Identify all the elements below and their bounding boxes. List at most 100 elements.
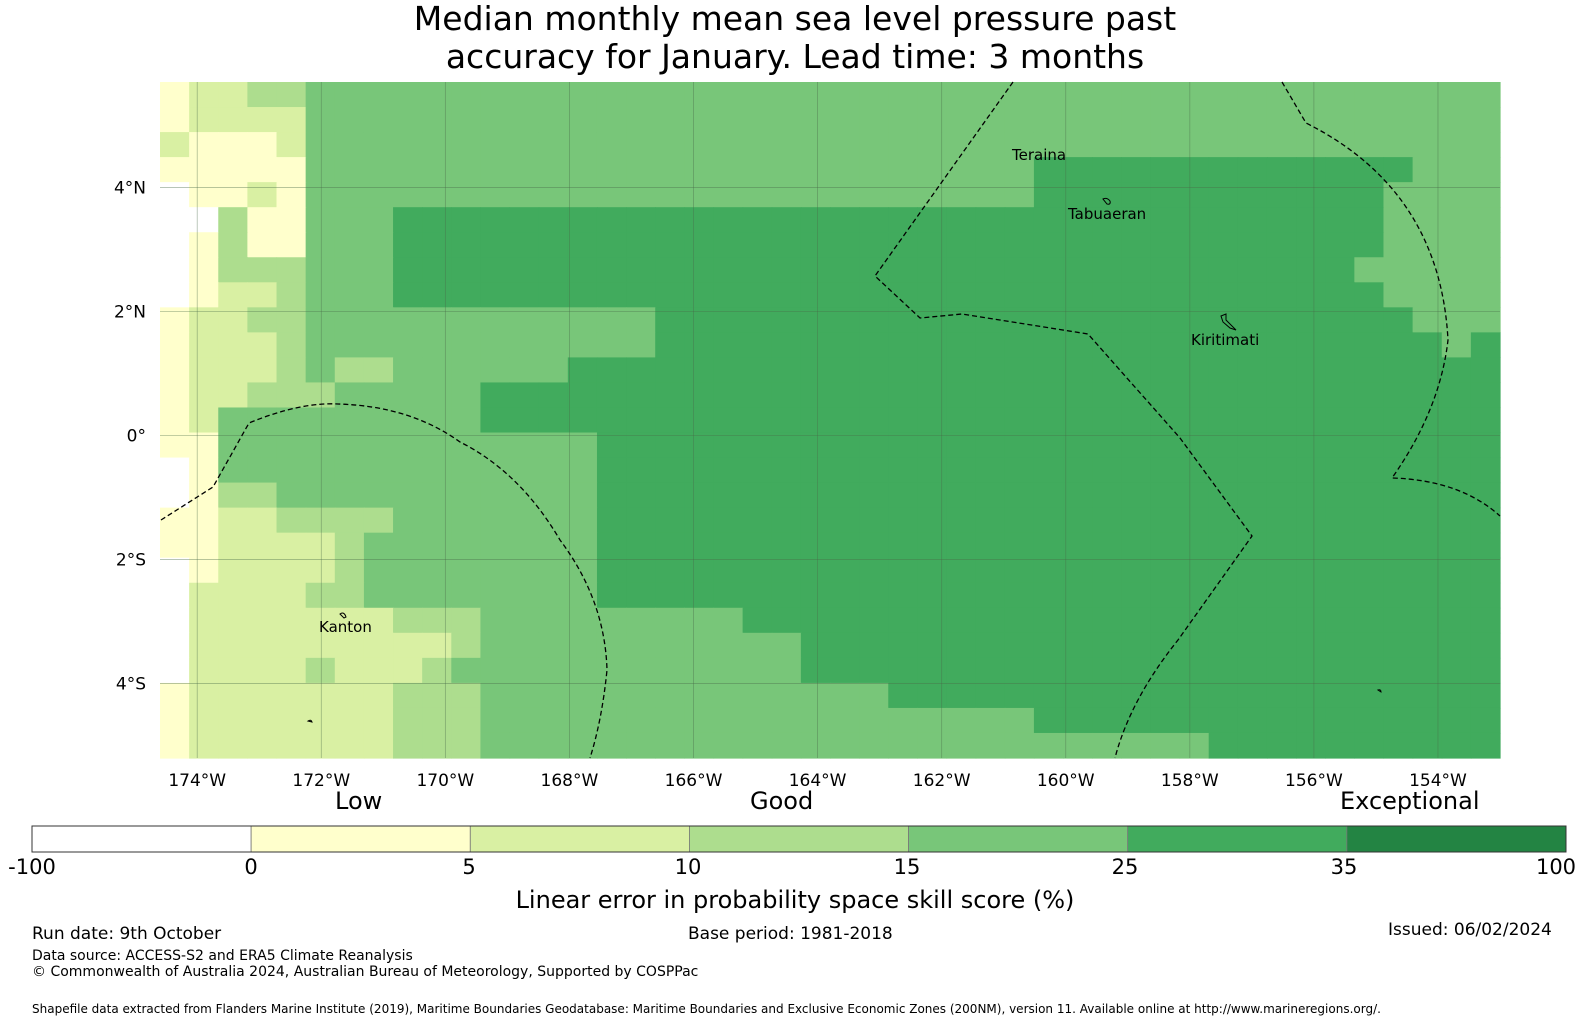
skill-cell	[1237, 332, 1268, 359]
skill-cell	[596, 557, 627, 584]
skill-cell	[276, 307, 307, 333]
skill-cell	[713, 457, 744, 484]
skill-cell	[713, 257, 744, 283]
skill-cell	[946, 282, 977, 308]
skill-cell	[888, 357, 918, 384]
skill-cell	[1237, 407, 1268, 434]
skill-cell	[1383, 382, 1414, 409]
skill-cell	[1266, 82, 1297, 108]
skill-cell	[160, 82, 190, 108]
skill-cell	[1470, 582, 1501, 609]
skill-cell	[1441, 232, 1472, 258]
skill-cell	[363, 557, 394, 584]
longitude-tick-label: 168°W	[541, 771, 599, 791]
skill-cell	[393, 382, 423, 409]
skill-cell	[1266, 382, 1297, 409]
skill-cell	[480, 307, 511, 333]
skill-cell	[800, 357, 831, 384]
skill-cell	[509, 282, 540, 308]
skill-cell	[1150, 732, 1181, 759]
skill-cell	[1121, 82, 1152, 108]
skill-cell	[1354, 732, 1385, 759]
skill-cell	[742, 657, 773, 684]
skill-cell	[480, 632, 511, 659]
skill-cell	[1237, 257, 1268, 283]
skill-cell	[422, 157, 452, 183]
skill-cell	[305, 157, 336, 183]
skill-cell	[771, 257, 802, 283]
skill-cell	[1266, 607, 1297, 634]
skill-cell	[1150, 182, 1181, 208]
skill-cell	[1470, 382, 1501, 409]
skill-cell	[305, 632, 336, 659]
skill-cell	[859, 232, 889, 258]
skill-cell	[1441, 582, 1472, 609]
skill-cell	[975, 157, 1006, 183]
skill-cell	[800, 307, 831, 333]
skill-cell	[393, 207, 423, 233]
skill-cell	[888, 382, 918, 409]
skill-cell	[859, 307, 889, 333]
skill-cell	[305, 282, 336, 308]
skill-cell	[655, 257, 685, 283]
skill-cell	[1296, 457, 1326, 484]
skill-cell	[422, 432, 452, 459]
skill-cell	[247, 707, 278, 734]
skill-cell	[1412, 707, 1443, 734]
skill-cell	[946, 557, 977, 584]
skill-cell	[1063, 457, 1093, 484]
skill-cell	[189, 357, 219, 384]
skill-cell	[626, 407, 656, 434]
skill-cell	[538, 132, 569, 158]
skill-cell	[742, 382, 773, 409]
skill-cell	[1383, 557, 1414, 584]
skill-cell	[247, 632, 278, 659]
skill-cell	[305, 132, 336, 158]
skill-cell	[305, 357, 336, 384]
skill-cell	[1412, 282, 1443, 308]
skill-cell	[1063, 232, 1093, 258]
skill-cell	[1179, 182, 1210, 208]
skill-cell	[189, 232, 219, 258]
skill-cell	[1063, 657, 1093, 684]
skill-cell	[422, 532, 452, 559]
skill-cell	[422, 307, 452, 333]
skill-cell	[160, 657, 190, 684]
skill-cell	[1004, 407, 1035, 434]
skill-cell	[1033, 457, 1064, 484]
skill-cell	[422, 632, 452, 659]
skill-cell	[975, 232, 1006, 258]
skill-cell	[1325, 332, 1355, 359]
skill-cell	[1412, 532, 1443, 559]
skill-cell	[1354, 407, 1385, 434]
skill-cell	[1412, 482, 1443, 509]
skill-cell	[305, 607, 336, 634]
skill-cell	[917, 82, 948, 108]
skill-cell	[451, 532, 482, 559]
skill-cell	[276, 657, 307, 684]
skill-cell	[480, 282, 511, 308]
skill-cell	[509, 407, 540, 434]
skill-cell	[596, 332, 627, 359]
skill-cell	[1237, 457, 1268, 484]
skill-cell	[160, 582, 190, 609]
skill-cell	[1092, 407, 1122, 434]
skill-cell	[305, 407, 336, 434]
issued-date: Issued: 06/02/2024	[1388, 920, 1552, 940]
skill-cell	[1208, 632, 1239, 659]
skill-cell	[1121, 507, 1152, 534]
skill-cell	[1150, 332, 1181, 359]
skill-cell	[1092, 382, 1122, 409]
skill-cell	[247, 507, 278, 534]
skill-cell	[276, 82, 307, 108]
skill-cell	[451, 107, 482, 133]
skill-cell	[684, 332, 715, 359]
skill-cell	[1150, 532, 1181, 559]
skill-cell	[888, 182, 918, 208]
skill-cell	[1383, 132, 1414, 158]
skill-cell	[1412, 407, 1443, 434]
skill-cell	[771, 232, 802, 258]
skill-cell	[1092, 482, 1122, 509]
skill-cell	[1121, 282, 1152, 308]
skill-cell	[742, 257, 773, 283]
